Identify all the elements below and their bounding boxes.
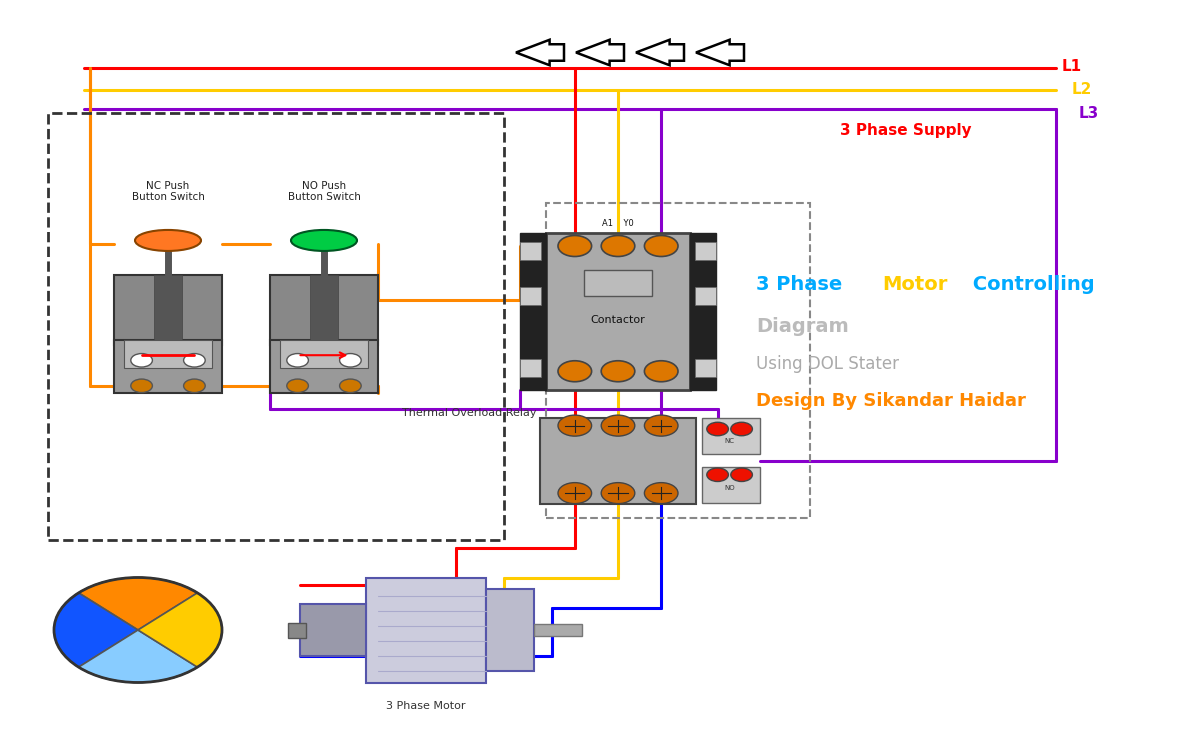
Circle shape xyxy=(340,379,361,392)
Text: NC Push
Button Switch: NC Push Button Switch xyxy=(132,181,204,203)
Text: 3 Phase: 3 Phase xyxy=(756,275,850,295)
Bar xyxy=(154,274,182,351)
Circle shape xyxy=(131,353,152,367)
Bar xyxy=(520,232,546,390)
Text: 3 Phase Motor: 3 Phase Motor xyxy=(386,700,466,711)
Circle shape xyxy=(707,468,728,482)
Bar xyxy=(520,286,541,304)
Text: Diagram: Diagram xyxy=(756,316,848,336)
Circle shape xyxy=(601,416,635,436)
Bar xyxy=(546,202,810,518)
FancyArrow shape xyxy=(636,40,684,65)
Bar xyxy=(695,358,716,376)
Text: 3 Phase Supply: 3 Phase Supply xyxy=(840,123,972,138)
Bar xyxy=(695,242,716,260)
Bar xyxy=(114,340,222,394)
Bar xyxy=(690,232,716,390)
FancyArrow shape xyxy=(576,40,624,65)
Bar xyxy=(540,419,696,504)
Bar xyxy=(300,604,366,656)
Bar xyxy=(310,274,338,351)
Circle shape xyxy=(644,236,678,256)
Circle shape xyxy=(558,483,592,504)
Text: A1    Y0: A1 Y0 xyxy=(602,220,634,229)
Text: L2: L2 xyxy=(1072,82,1092,98)
Wedge shape xyxy=(54,593,138,667)
Bar xyxy=(270,340,378,394)
Text: Motor: Motor xyxy=(882,275,947,295)
Bar xyxy=(48,112,504,540)
Circle shape xyxy=(731,422,752,436)
Wedge shape xyxy=(79,578,197,630)
Bar xyxy=(520,242,541,260)
Circle shape xyxy=(601,236,635,256)
Text: NO: NO xyxy=(725,484,734,490)
Bar xyxy=(114,275,222,345)
Text: Using DOL Stater: Using DOL Stater xyxy=(756,355,899,373)
Circle shape xyxy=(644,416,678,436)
Circle shape xyxy=(707,422,728,436)
FancyArrow shape xyxy=(516,40,564,65)
Ellipse shape xyxy=(136,230,202,251)
Text: Design By Sikandar Haidar: Design By Sikandar Haidar xyxy=(756,392,1026,410)
Bar xyxy=(702,418,760,454)
Bar xyxy=(280,340,368,368)
Ellipse shape xyxy=(292,230,358,251)
Circle shape xyxy=(184,379,205,392)
Circle shape xyxy=(558,361,592,382)
Bar xyxy=(366,578,486,682)
Bar xyxy=(702,466,760,502)
Circle shape xyxy=(131,379,152,392)
Text: L3: L3 xyxy=(1079,106,1099,121)
Bar xyxy=(534,624,582,636)
Circle shape xyxy=(644,361,678,382)
Bar xyxy=(486,589,534,671)
Wedge shape xyxy=(138,593,222,667)
Bar xyxy=(288,622,306,638)
Circle shape xyxy=(644,483,678,504)
Bar xyxy=(520,358,541,376)
Circle shape xyxy=(601,483,635,504)
Circle shape xyxy=(558,416,592,436)
Wedge shape xyxy=(79,630,197,682)
Bar xyxy=(695,286,716,304)
Circle shape xyxy=(184,353,205,367)
Bar xyxy=(270,275,378,345)
Bar xyxy=(584,270,652,296)
Text: Thermal Overload Relay: Thermal Overload Relay xyxy=(402,408,536,419)
Circle shape xyxy=(731,468,752,482)
Bar xyxy=(546,232,690,390)
Circle shape xyxy=(287,353,308,367)
Text: NO Push
Button Switch: NO Push Button Switch xyxy=(288,181,360,203)
Text: Controlling: Controlling xyxy=(966,275,1094,295)
Text: NC: NC xyxy=(725,438,734,444)
Bar xyxy=(124,340,212,368)
Circle shape xyxy=(287,379,308,392)
Circle shape xyxy=(601,361,635,382)
Circle shape xyxy=(340,353,361,367)
FancyArrow shape xyxy=(696,40,744,65)
Circle shape xyxy=(558,236,592,256)
Text: L1: L1 xyxy=(1062,59,1082,74)
Text: Contactor: Contactor xyxy=(590,314,646,325)
